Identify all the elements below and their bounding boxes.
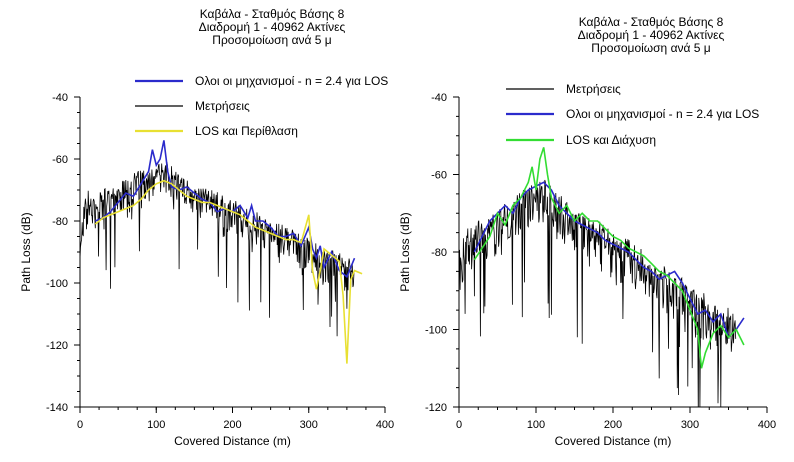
series-line <box>459 179 737 407</box>
x-tick-label: 200 <box>604 419 622 431</box>
legend-label: Μετρήσεις <box>195 99 250 113</box>
series-line <box>473 181 745 339</box>
legend-label: Μετρήσεις <box>566 82 621 96</box>
chart-title-line: Διαδρομή 1 - 40962 Ακτίνες <box>199 20 346 34</box>
legend-label: LOS και Περίθλαση <box>195 124 298 138</box>
series-line <box>94 179 363 364</box>
y-tick-label: -140 <box>46 402 68 414</box>
chart-title-line: Προσομοίωση ανά 5 μ <box>591 41 711 55</box>
x-tick-label: 300 <box>300 419 318 431</box>
y-tick-label: -80 <box>431 247 447 259</box>
x-tick-label: 0 <box>456 419 462 431</box>
y-tick-label: -80 <box>52 216 68 228</box>
series-line <box>473 147 745 369</box>
y-axis-label: Path Loss (dB) <box>398 212 412 291</box>
legend-label: Ολοι οι μηχανισμοί - n = 2.4 για LOS <box>566 107 759 121</box>
legend-label: LOS και Διάχυση <box>566 133 656 147</box>
x-tick-label: 400 <box>376 419 394 431</box>
y-tick-label: -40 <box>52 92 68 104</box>
x-tick-label: 300 <box>681 419 699 431</box>
x-tick-label: 200 <box>223 419 241 431</box>
x-tick-label: 0 <box>77 419 83 431</box>
legend-label: Ολοι οι μηχανισμοί - n = 2.4 για LOS <box>195 74 388 88</box>
x-tick-label: 100 <box>527 419 545 431</box>
x-tick-label: 400 <box>758 419 776 431</box>
y-tick-label: -60 <box>52 154 68 166</box>
chart-title-line: Καβάλα - Σταθμός Βάσης 8 <box>579 15 724 29</box>
y-tick-label: -40 <box>431 92 447 104</box>
y-axis-label: Path Loss (dB) <box>19 212 33 291</box>
chart-title-line: Προσομοίωση ανά 5 μ <box>212 33 332 47</box>
y-tick-label: -100 <box>425 325 447 337</box>
chart-title-line: Διαδρομή 1 - 40962 Ακτίνες <box>578 28 725 42</box>
chart-title-line: Καβάλα - Σταθμός Βάσης 8 <box>200 7 345 21</box>
y-tick-label: -60 <box>431 170 447 182</box>
x-axis-label: Covered Distance (m) <box>555 434 672 448</box>
x-axis-label: Covered Distance (m) <box>174 434 291 448</box>
y-tick-label: -120 <box>425 402 447 414</box>
x-tick-label: 100 <box>147 419 165 431</box>
y-tick-label: -120 <box>46 340 68 352</box>
y-tick-label: -100 <box>46 278 68 290</box>
